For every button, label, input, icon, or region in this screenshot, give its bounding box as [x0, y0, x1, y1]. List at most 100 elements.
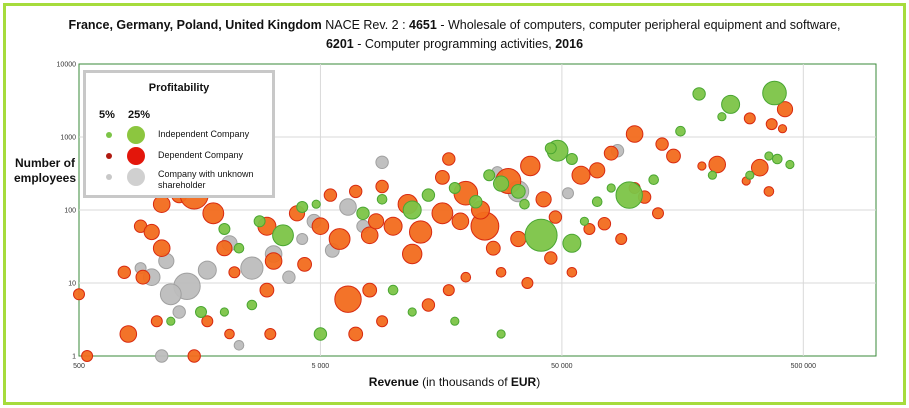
- legend-dependent-large-dot: [127, 147, 145, 165]
- chart-title: France, Germany, Poland, United Kingdom …: [0, 16, 909, 54]
- legend-unknown-small-dot: [106, 174, 112, 180]
- title-countries: France, Germany, Poland, United Kingdom: [68, 18, 322, 32]
- dependent-company-bubble: [743, 112, 756, 125]
- x-axis-label-suffix: ): [536, 375, 541, 389]
- dependent-company-bubble: [603, 145, 619, 161]
- legend-independent-label: Independent Company: [158, 129, 250, 139]
- x-axis-label: Revenue (in thousands of EUR): [0, 375, 909, 389]
- legend-size-small: 5%: [99, 109, 115, 121]
- dependent-company-bubble: [228, 266, 241, 279]
- independent-company-bubble: [448, 182, 461, 194]
- independent-company-bubble: [219, 307, 229, 317]
- independent-company-bubble: [519, 198, 530, 210]
- independent-company-bubble: [772, 153, 783, 165]
- unknown-shareholder-bubble: [240, 256, 264, 280]
- independent-company-bubble: [407, 307, 417, 317]
- dependent-company-bubble: [765, 118, 778, 131]
- independent-company-bubble: [313, 327, 328, 341]
- dependent-company-bubble: [362, 282, 378, 298]
- independent-company-bubble: [745, 170, 755, 180]
- y-tick-label: 1: [72, 354, 76, 361]
- dependent-company-bubble: [368, 213, 385, 230]
- x-axis-label-mid: (in thousands of: [418, 375, 511, 389]
- independent-company-bubble: [195, 306, 207, 318]
- dependent-company-bubble: [548, 210, 563, 224]
- dependent-company-bubble: [334, 285, 362, 313]
- independent-company-bubble: [311, 199, 321, 209]
- independent-company-bubble: [496, 329, 506, 339]
- independent-company-bubble: [483, 169, 496, 182]
- legend-unknown-large-dot: [127, 168, 145, 186]
- x-axis-label-unit: EUR: [510, 375, 537, 389]
- dependent-company-bubble: [259, 282, 275, 298]
- independent-company-bubble: [707, 170, 718, 180]
- independent-company-bubble: [469, 195, 483, 209]
- independent-company-bubble: [246, 299, 258, 311]
- dependent-company-bubble: [521, 277, 534, 289]
- legend-title: Profitability: [148, 82, 210, 94]
- dependent-company-bubble: [708, 155, 727, 174]
- unknown-shareholder-bubble: [375, 155, 389, 170]
- independent-company-bubble: [450, 316, 460, 326]
- dependent-company-bubble: [566, 267, 578, 278]
- dependent-company-bubble: [224, 328, 235, 340]
- y-tick-label: 100: [64, 208, 76, 215]
- x-tick-label: 500: [73, 363, 85, 370]
- dependent-company-bubble: [297, 257, 313, 272]
- legend-dependent-label: Dependent Company: [158, 150, 244, 160]
- dependent-company-bubble: [597, 217, 612, 231]
- dependent-company-bubble: [81, 350, 94, 362]
- dependent-company-bubble: [666, 148, 681, 164]
- dependent-company-bubble: [652, 207, 664, 220]
- x-tick-label: 50 000: [551, 363, 573, 370]
- independent-company-bubble: [421, 188, 436, 202]
- independent-company-bubble: [218, 223, 231, 235]
- dependent-company-bubble: [763, 186, 775, 197]
- independent-company-bubble: [296, 201, 309, 213]
- unknown-shareholder-bubble: [339, 198, 357, 216]
- legend-independent-small-dot: [106, 132, 112, 138]
- unknown-shareholder-bubble: [155, 349, 169, 363]
- dependent-company-bubble: [152, 239, 171, 257]
- dependent-company-bubble: [311, 217, 330, 235]
- y-axis-label: Number of employees: [14, 156, 77, 185]
- dependent-company-bubble: [625, 125, 644, 143]
- y-tick-label: 1000: [60, 135, 76, 142]
- legend-size-large: 25%: [128, 109, 151, 121]
- dependent-company-bubble: [751, 158, 769, 177]
- dependent-company-bubble: [583, 223, 596, 235]
- dependent-company-bubble: [135, 269, 151, 285]
- independent-company-bubble: [524, 218, 558, 252]
- dependent-company-bubble: [117, 265, 132, 279]
- independent-company-bubble: [692, 87, 706, 101]
- independent-company-bubble: [544, 142, 557, 155]
- dependent-company-bubble: [187, 349, 201, 363]
- dependent-company-bubble: [349, 184, 363, 199]
- dependent-company-bubble: [264, 328, 277, 340]
- dependent-company-bubble: [520, 155, 541, 177]
- independent-company-bubble: [387, 284, 399, 296]
- x-axis-label-prefix: Revenue: [368, 375, 419, 389]
- title-year: 2016: [555, 37, 584, 51]
- dependent-company-bubble: [485, 240, 501, 256]
- title-desc2: - Computer programming activities,: [353, 37, 556, 51]
- independent-company-bubble: [606, 183, 616, 193]
- dependent-company-bubble: [510, 230, 527, 248]
- independent-company-bubble: [591, 196, 603, 207]
- independent-company-bubble: [721, 94, 741, 114]
- dependent-company-bubble: [435, 170, 450, 185]
- independent-company-bubble: [272, 224, 294, 247]
- dependent-company-bubble: [409, 220, 433, 244]
- independent-company-bubble: [356, 206, 370, 221]
- independent-company-bubble: [510, 184, 526, 199]
- independent-company-bubble: [615, 181, 643, 209]
- y-tick-label: 10000: [57, 62, 77, 69]
- dependent-company-bubble: [776, 101, 794, 118]
- x-tick-label: 5 000: [312, 363, 330, 370]
- independent-company-bubble: [562, 233, 582, 253]
- dependent-company-bubble: [402, 243, 423, 265]
- dependent-company-bubble: [360, 226, 379, 245]
- dependent-company-bubble: [535, 191, 552, 208]
- dependent-company-bubble: [328, 228, 351, 250]
